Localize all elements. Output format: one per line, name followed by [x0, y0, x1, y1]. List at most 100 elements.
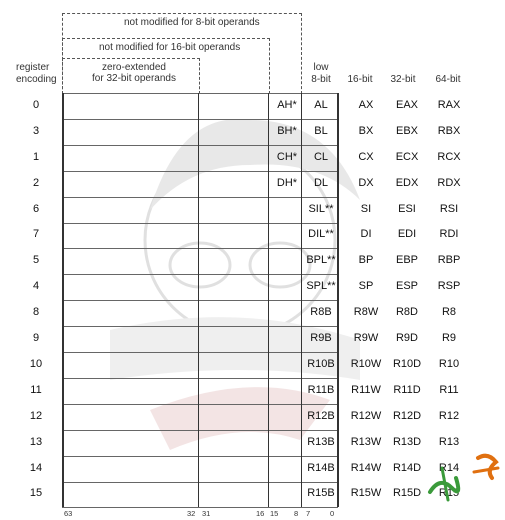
register-32bit: EBX: [395, 124, 418, 137]
row-divider: [62, 170, 338, 172]
register-16bit: CX: [358, 150, 374, 163]
register-16bit: BX: [358, 124, 374, 137]
divider-16: [268, 93, 269, 507]
register-64bit: R8: [441, 306, 457, 319]
bit-15: 15: [270, 509, 279, 518]
high-8bit-register: CH*: [276, 150, 298, 163]
not-modified-8bit-label: not modified for 8-bit operands: [124, 17, 260, 28]
register-encoding-line2: encoding: [16, 74, 57, 85]
register-32bit: R10D: [392, 357, 422, 370]
low-8bit-register: R13B: [307, 435, 335, 448]
register-64bit: R10: [438, 357, 460, 370]
row-divider: [62, 429, 338, 431]
register-64bit: RSI: [439, 202, 459, 215]
divider-8: [301, 93, 302, 507]
row-divider: [62, 118, 338, 120]
zero-extended-line2: for 32-bit operands: [92, 73, 176, 84]
register-16bit: AX: [358, 98, 374, 111]
register-encoding: 10: [29, 357, 43, 370]
watermark-stroke-orange-2: [472, 466, 500, 474]
low-8bit-header: low 8-bit: [306, 62, 336, 86]
low-8bit-register: R11B: [307, 383, 335, 396]
row-divider: [62, 403, 338, 405]
bit-63: 63: [64, 509, 73, 518]
watermark-stroke-green-1: [428, 476, 461, 494]
register-64bit: RCX: [437, 150, 461, 163]
bit-32: 32: [187, 509, 196, 518]
divider-32: [198, 93, 199, 507]
register-16bit: DI: [360, 228, 372, 241]
low-8bit-register: SIL**: [308, 202, 334, 215]
register-32bit: ECX: [395, 150, 419, 163]
low-8bit-line2: 8-bit: [311, 74, 331, 85]
register-64bit: RSP: [437, 280, 461, 293]
bit-16: 16: [256, 509, 265, 518]
grid-top-border: [62, 93, 338, 94]
register-encoding: 9: [32, 332, 40, 345]
register-encoding: 2: [32, 176, 40, 189]
register-encoding: 13: [29, 435, 43, 448]
16bit-header: 16-bit: [347, 74, 373, 85]
bit-8: 8: [294, 509, 299, 518]
illustration-tie: [150, 387, 330, 450]
low-8bit-register: R12B: [307, 409, 335, 422]
register-encoding: 12: [29, 409, 43, 422]
register-64bit: RAX: [437, 98, 461, 111]
register-16bit: BP: [358, 254, 374, 267]
register-64bit: R12: [438, 409, 460, 422]
register-16bit: R11W: [351, 383, 381, 396]
register-16bit: R14W: [350, 461, 382, 474]
register-encoding: 1: [32, 150, 40, 163]
register-encoding: 4: [32, 280, 40, 293]
high-8bit-register: DH*: [276, 176, 298, 189]
register-encoding: 5: [32, 254, 40, 267]
register-32bit: ESI: [398, 202, 416, 215]
register-64bit: RDI: [439, 228, 459, 241]
register-16bit: R15W: [350, 487, 382, 500]
register-encoding: 8: [32, 306, 40, 319]
register-64bit: RBX: [437, 124, 461, 137]
register-encoding-line1: register: [16, 62, 50, 73]
illustration-glasses-right: [248, 241, 312, 289]
zero-extended-bracket: [62, 58, 200, 94]
bit-31: 31: [202, 509, 211, 518]
row-divider: [62, 300, 338, 302]
grid-left-border: [62, 93, 64, 507]
low-8bit-register: DIL**: [308, 228, 334, 241]
register-64bit: R13: [438, 435, 460, 448]
register-32bit: R15D: [392, 487, 422, 500]
row-divider: [62, 481, 338, 483]
row-divider: [62, 326, 338, 328]
grid-right-border: [337, 93, 339, 507]
register-64bit: R9: [441, 332, 457, 345]
register-32bit: R11D: [393, 383, 421, 396]
register-encoding: 15: [29, 487, 43, 500]
register-encoding: 0: [32, 98, 40, 111]
register-64bit: R11: [439, 383, 459, 396]
row-divider: [62, 377, 338, 379]
row-divider: [62, 144, 338, 146]
illustration-arm: [110, 317, 360, 380]
register-64bit: RDX: [437, 176, 461, 189]
not-modified-16bit-label: not modified for 16-bit operands: [99, 42, 241, 53]
register-32bit: R8D: [395, 306, 418, 319]
register-encoding-header: register encoding: [16, 62, 57, 86]
register-32bit: EAX: [395, 98, 418, 111]
register-encoding: 14: [29, 461, 43, 474]
32bit-header: 32-bit: [390, 74, 416, 85]
bit-7: 7: [306, 509, 311, 518]
low-8bit-register: CL: [313, 150, 329, 163]
high-8bit-register: BH*: [277, 124, 297, 137]
low-8bit-register: R10B: [307, 357, 335, 370]
high-8bit-register: AH*: [277, 98, 297, 111]
low-8bit-register: DL: [313, 176, 329, 189]
register-32bit: EBP: [395, 254, 418, 267]
low-8bit-register: R14B: [307, 461, 335, 474]
register-32bit: R14D: [392, 461, 422, 474]
row-divider: [62, 455, 338, 457]
row-divider: [62, 222, 338, 224]
register-16bit: SI: [360, 202, 372, 215]
64bit-header: 64-bit: [435, 74, 461, 85]
illustration-glasses-left: [168, 241, 232, 289]
register-32bit: R9D: [395, 332, 418, 345]
